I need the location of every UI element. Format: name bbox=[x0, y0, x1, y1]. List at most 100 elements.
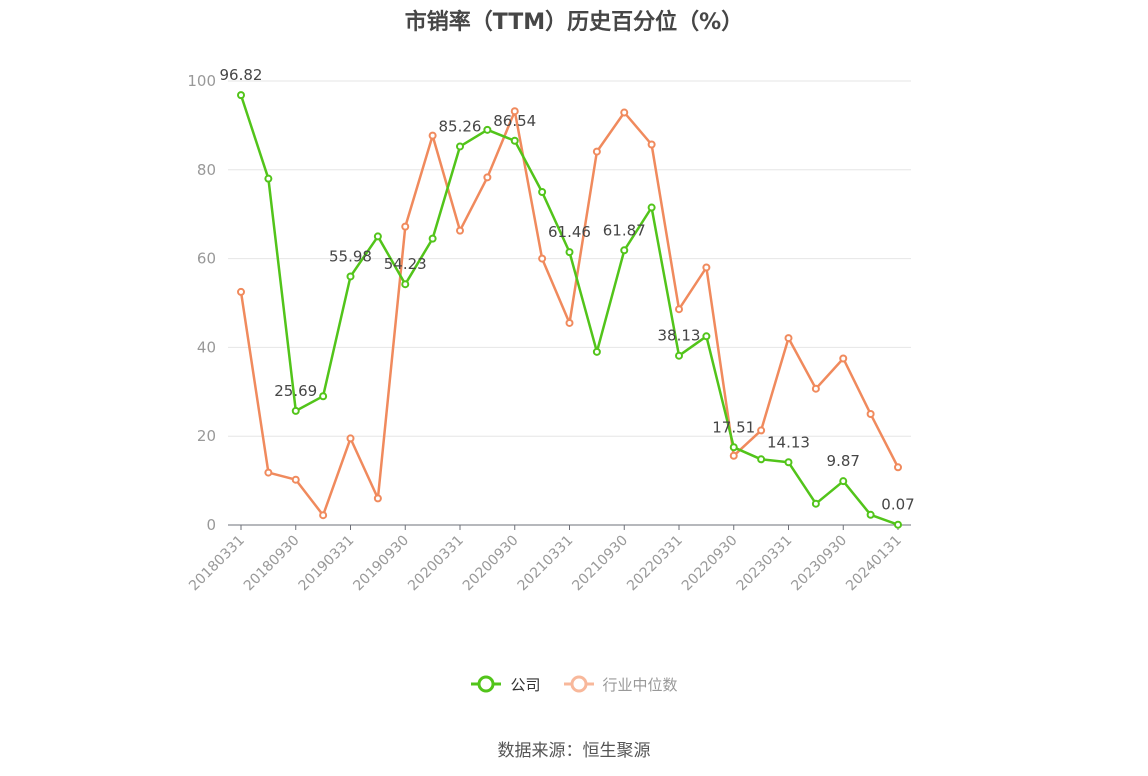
y-tick-label: 20 bbox=[197, 427, 216, 445]
y-tick-label: 100 bbox=[187, 72, 216, 90]
series-layer bbox=[237, 91, 902, 529]
company-point bbox=[264, 174, 273, 183]
industry-median-point bbox=[565, 318, 574, 327]
company-data-label: 17.51 bbox=[712, 418, 755, 436]
company-data-label: 55.98 bbox=[329, 247, 372, 265]
company-data-label: 61.87 bbox=[603, 221, 646, 239]
company-data-label: 0.07 bbox=[881, 496, 914, 514]
company-point bbox=[592, 347, 601, 356]
legend-industry-median-label: 行业中位数 bbox=[602, 675, 678, 694]
industry-median-point bbox=[620, 108, 629, 117]
industry-median-point bbox=[346, 434, 355, 443]
industry-median-point bbox=[510, 107, 519, 116]
legend-item-company[interactable]: 公司 bbox=[470, 672, 541, 696]
company-data-label: 85.26 bbox=[439, 117, 482, 135]
legend-company-label: 公司 bbox=[510, 675, 541, 694]
company-data-label: 96.82 bbox=[220, 66, 263, 84]
chart-title: 市销率（TTM）历史百分位（%） bbox=[404, 10, 744, 35]
company-point bbox=[401, 280, 410, 289]
company-point bbox=[702, 332, 711, 341]
x-tick-label: 20190930 bbox=[350, 533, 412, 595]
x-tick-label: 20190331 bbox=[296, 533, 358, 595]
industry-median-point bbox=[428, 131, 437, 140]
axis-layer: 0 20 40 60 80 100 2018033120180930201903312019… bbox=[186, 72, 911, 594]
company-point bbox=[675, 351, 683, 360]
grid-layer bbox=[228, 80, 911, 437]
company-point bbox=[237, 91, 245, 100]
industry-median-point bbox=[729, 451, 738, 460]
company-data-label: 38.13 bbox=[658, 327, 701, 345]
x-tick-label: 20230331 bbox=[734, 533, 796, 595]
legend-company-icon bbox=[471, 675, 502, 693]
industry-median-point bbox=[894, 463, 902, 472]
industry-median-point bbox=[538, 254, 547, 263]
source-note: 数据来源：恒生聚源 bbox=[497, 741, 651, 761]
company-data-label: 86.54 bbox=[493, 112, 536, 130]
series-industry-median bbox=[237, 107, 902, 520]
y-tick-label: 40 bbox=[197, 338, 216, 356]
company-point bbox=[620, 246, 629, 255]
company-line bbox=[239, 94, 899, 526]
industry-median-point bbox=[702, 263, 711, 272]
company-point bbox=[811, 499, 820, 508]
industry-median-point bbox=[839, 354, 848, 363]
line-chart: 0 20 40 60 80 100 2018033120180930201903312019… bbox=[186, 66, 915, 594]
x-tick-label: 20230930 bbox=[788, 533, 850, 595]
company-data-label: 25.69 bbox=[274, 382, 317, 400]
series-company bbox=[237, 91, 902, 529]
x-tick-label: 20220331 bbox=[624, 533, 686, 595]
company-point bbox=[565, 248, 574, 257]
y-tick-label: 0 bbox=[206, 516, 216, 534]
legend-industry-median-icon bbox=[563, 675, 594, 693]
legend-item-industry-median[interactable]: 行业中位数 bbox=[563, 672, 678, 696]
company-point bbox=[757, 455, 766, 464]
company-point bbox=[291, 406, 300, 415]
company-point bbox=[428, 234, 437, 243]
legend: 公司 行业中位数 bbox=[0, 672, 1148, 696]
industry-median-point bbox=[675, 305, 683, 314]
company-data-label: 61.46 bbox=[548, 223, 591, 241]
industry-median-point bbox=[264, 468, 273, 477]
x-tick-label: 20240131 bbox=[843, 533, 905, 595]
company-point bbox=[483, 125, 492, 134]
x-tick-label: 20180331 bbox=[186, 533, 248, 595]
company-point bbox=[346, 272, 355, 281]
x-tick-label: 20200331 bbox=[405, 533, 467, 595]
industry-median-point bbox=[811, 384, 820, 393]
company-point bbox=[839, 477, 848, 486]
x-tick-label: 20210331 bbox=[515, 533, 577, 595]
company-data-label: 9.87 bbox=[827, 452, 860, 470]
industry-median-point bbox=[456, 226, 464, 235]
company-data-label: 14.13 bbox=[767, 433, 810, 451]
y-tick-label: 60 bbox=[197, 250, 216, 268]
industry-median-point bbox=[592, 147, 601, 156]
industry-median-point bbox=[866, 410, 875, 418]
x-tick-label: 20180930 bbox=[241, 533, 303, 595]
company-point bbox=[319, 392, 328, 401]
company-point bbox=[894, 520, 902, 529]
x-tick-label: 20220930 bbox=[679, 533, 741, 595]
industry-median-point bbox=[784, 334, 793, 343]
industry-median-line bbox=[239, 109, 900, 517]
company-point bbox=[729, 443, 738, 452]
industry-median-point bbox=[319, 511, 328, 520]
company-data-label: 54.23 bbox=[384, 255, 427, 273]
company-point bbox=[538, 188, 547, 196]
company-point bbox=[784, 458, 793, 467]
company-point bbox=[373, 232, 382, 241]
y-tick-label: 80 bbox=[197, 161, 216, 179]
industry-median-point bbox=[757, 426, 766, 435]
company-point bbox=[456, 142, 464, 151]
company-point bbox=[866, 510, 875, 519]
industry-median-point bbox=[647, 140, 656, 149]
x-tick-label: 20200930 bbox=[460, 533, 522, 595]
industry-median-point bbox=[291, 475, 300, 484]
company-point bbox=[647, 203, 656, 212]
industry-median-point bbox=[401, 222, 410, 231]
data-label-layer: 96.82 25.69 55.98 54.23 85.26 86.54 61.46 61.87… bbox=[220, 66, 915, 514]
x-tick-label: 20210930 bbox=[569, 533, 631, 595]
industry-median-point bbox=[483, 173, 492, 182]
industry-median-point bbox=[373, 494, 382, 503]
industry-median-point bbox=[237, 287, 245, 296]
company-point bbox=[510, 136, 519, 145]
